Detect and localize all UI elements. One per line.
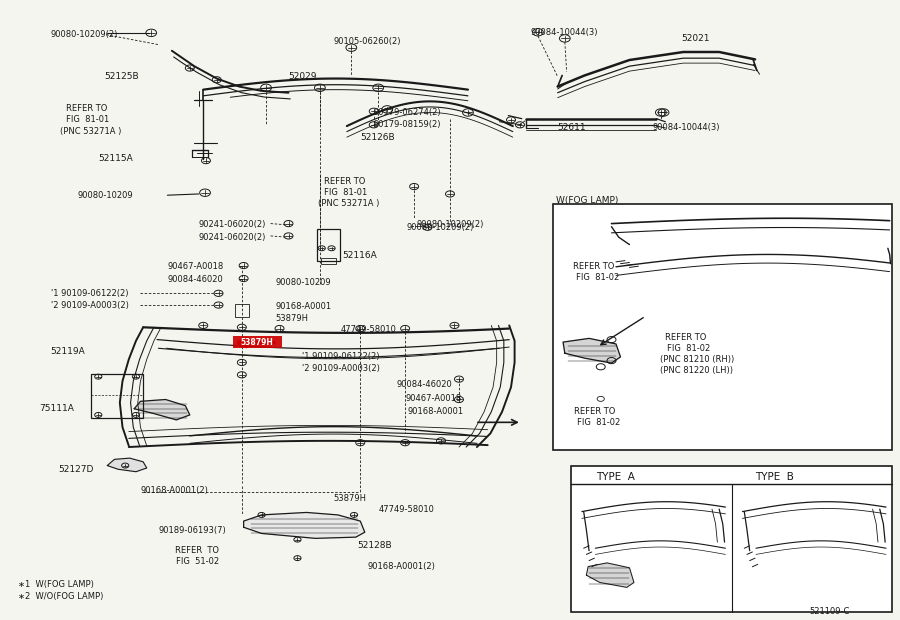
Text: '1 90109-06122(2): '1 90109-06122(2) xyxy=(50,289,128,298)
Text: 90179-08159(2): 90179-08159(2) xyxy=(374,120,441,130)
Text: 90189-06193(7): 90189-06193(7) xyxy=(158,526,226,536)
Text: 47749-58010: 47749-58010 xyxy=(340,326,396,334)
Text: FIG  81-02: FIG 81-02 xyxy=(576,273,619,282)
Text: 90084-10044(3): 90084-10044(3) xyxy=(531,28,598,37)
Polygon shape xyxy=(563,339,620,363)
Text: 47749-58010: 47749-58010 xyxy=(378,505,434,515)
Text: 90168-A0001: 90168-A0001 xyxy=(275,303,331,311)
Text: 52115A: 52115A xyxy=(98,154,133,163)
Text: 90168-A0001(2): 90168-A0001(2) xyxy=(367,562,436,570)
Text: 53879H: 53879H xyxy=(240,338,274,347)
Polygon shape xyxy=(134,399,190,420)
Text: 90080-10209(2): 90080-10209(2) xyxy=(407,223,474,232)
Text: W(FOG LAMP): W(FOG LAMP) xyxy=(556,196,618,205)
Text: REFER TO: REFER TO xyxy=(324,177,365,186)
Text: FIG  81-01: FIG 81-01 xyxy=(66,115,109,125)
Bar xyxy=(233,336,283,348)
Text: (PNC 81210 (RH)): (PNC 81210 (RH)) xyxy=(660,355,734,364)
Text: REFER TO: REFER TO xyxy=(573,262,615,272)
Text: 90080-10209(2): 90080-10209(2) xyxy=(50,30,118,39)
Text: (PNC 81220 (LH)): (PNC 81220 (LH)) xyxy=(660,366,733,375)
Text: '2 90109-A0003(2): '2 90109-A0003(2) xyxy=(302,363,380,373)
Text: 90080-10209: 90080-10209 xyxy=(275,278,330,286)
Text: FIG  81-01: FIG 81-01 xyxy=(324,188,367,197)
Text: 90105-06260(2): 90105-06260(2) xyxy=(333,37,400,46)
Text: 90179-06274(2): 90179-06274(2) xyxy=(374,108,441,117)
Text: 90467-A0018: 90467-A0018 xyxy=(167,262,223,272)
Text: 52126B: 52126B xyxy=(360,133,395,142)
Bar xyxy=(572,466,892,613)
Text: 90241-06020(2): 90241-06020(2) xyxy=(199,232,266,242)
Text: REFER TO: REFER TO xyxy=(574,407,616,416)
Text: 53879H: 53879H xyxy=(333,494,366,503)
Polygon shape xyxy=(107,458,147,472)
Text: 52029: 52029 xyxy=(289,72,317,81)
Text: '1 90109-06122(2): '1 90109-06122(2) xyxy=(302,352,380,361)
Bar xyxy=(91,374,143,418)
Text: 90080-10209(2): 90080-10209(2) xyxy=(417,220,484,229)
Text: FIG  81-02: FIG 81-02 xyxy=(667,343,710,353)
Text: FIG  81-02: FIG 81-02 xyxy=(577,418,620,427)
Text: '2 90109-A0003(2): '2 90109-A0003(2) xyxy=(50,301,129,309)
Text: (PNC 53271A ): (PNC 53271A ) xyxy=(318,200,380,208)
Text: 90241-06020(2): 90241-06020(2) xyxy=(199,220,266,229)
Bar xyxy=(317,229,339,260)
Text: REFER TO: REFER TO xyxy=(665,333,706,342)
Text: 90080-10209: 90080-10209 xyxy=(77,191,133,200)
Text: 52125B: 52125B xyxy=(104,72,140,81)
Text: 90467-A0018: 90467-A0018 xyxy=(405,394,462,403)
Text: 52021: 52021 xyxy=(681,34,710,43)
Text: 90084-46020: 90084-46020 xyxy=(396,379,452,389)
Text: 52127D: 52127D xyxy=(58,465,94,474)
Text: 90168-A0001: 90168-A0001 xyxy=(408,407,464,416)
Text: FIG  51-02: FIG 51-02 xyxy=(176,557,220,566)
Bar xyxy=(235,304,249,317)
Text: TYPE  A: TYPE A xyxy=(597,472,635,482)
Text: 75111A: 75111A xyxy=(39,404,74,414)
Text: ∗1  W(FOG LAMP): ∗1 W(FOG LAMP) xyxy=(17,580,94,588)
Text: 90168-A0001(2): 90168-A0001(2) xyxy=(140,486,208,495)
Text: TYPE  B: TYPE B xyxy=(755,472,794,482)
Text: 52116A: 52116A xyxy=(342,251,377,260)
Polygon shape xyxy=(587,563,634,587)
Bar xyxy=(554,204,892,450)
Text: 90084-46020: 90084-46020 xyxy=(167,275,223,283)
Text: 521109-C: 521109-C xyxy=(809,607,850,616)
Text: 52128B: 52128B xyxy=(357,541,392,551)
Text: 53879H: 53879H xyxy=(275,314,308,322)
Bar xyxy=(320,258,336,264)
Text: (PNC 53271A ): (PNC 53271A ) xyxy=(59,126,122,136)
Text: 52611: 52611 xyxy=(558,123,586,133)
Polygon shape xyxy=(244,513,364,538)
Text: 90084-10044(3): 90084-10044(3) xyxy=(652,123,720,133)
Text: REFER  TO: REFER TO xyxy=(175,546,219,556)
Text: ∗2  W/O(FOG LAMP): ∗2 W/O(FOG LAMP) xyxy=(17,592,103,601)
Text: 52119A: 52119A xyxy=(50,347,86,356)
Text: REFER TO: REFER TO xyxy=(66,104,107,113)
